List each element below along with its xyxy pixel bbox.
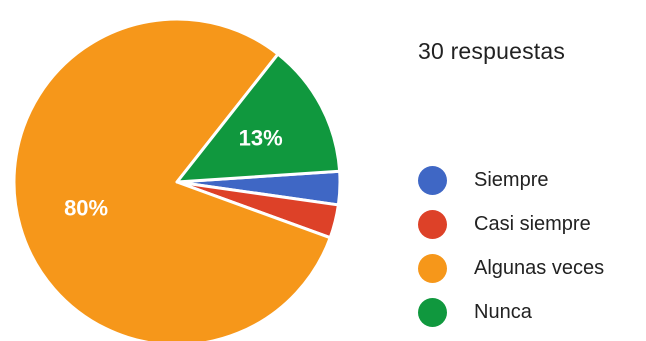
legend-label: Nunca: [474, 300, 532, 323]
data-label-nunca: 13%: [239, 126, 283, 151]
legend-swatch: [418, 297, 447, 327]
legend-item-nunca[interactable]: Nunca: [418, 295, 644, 329]
legend-item-algunas-veces[interactable]: Algunas veces: [418, 251, 644, 285]
pie-data-labels: 80% 13%: [64, 126, 283, 221]
pie-slice-nunca: [175, 52, 342, 184]
legend-swatch: [418, 253, 447, 283]
legend-swatch: [418, 209, 447, 239]
legend-swatch: [418, 165, 447, 195]
pie-slices: [12, 17, 342, 341]
legend-label: Casi siempre: [474, 212, 591, 235]
response-count: 30 respuestas: [418, 38, 566, 64]
legend-label: Algunas veces: [474, 256, 605, 279]
chart-legend: Siempre Casi siempre Algunas veces Nunca: [418, 163, 644, 339]
pie-slice-algunas-veces: [12, 17, 332, 341]
legend-item-casi-siempre[interactable]: Casi siempre: [418, 207, 644, 241]
data-label-algunas-veces: 80%: [64, 195, 108, 220]
legend-item-siempre[interactable]: Siempre: [418, 163, 644, 197]
legend-label: Siempre: [474, 168, 549, 191]
